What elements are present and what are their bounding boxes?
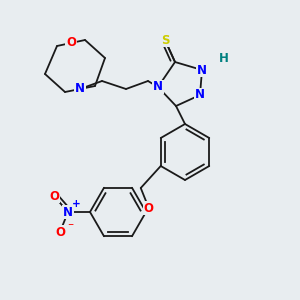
Text: N: N — [153, 80, 163, 94]
Text: ⁻: ⁻ — [67, 221, 73, 235]
Text: O: O — [55, 226, 65, 238]
Text: N: N — [195, 88, 205, 101]
Text: O: O — [144, 202, 154, 214]
Text: N: N — [75, 82, 85, 95]
Text: N: N — [63, 206, 73, 218]
Text: +: + — [72, 199, 80, 209]
Text: O: O — [66, 37, 76, 50]
Text: O: O — [49, 190, 59, 202]
Text: H: H — [219, 52, 229, 64]
Text: S: S — [161, 34, 169, 46]
Text: N: N — [197, 64, 207, 76]
